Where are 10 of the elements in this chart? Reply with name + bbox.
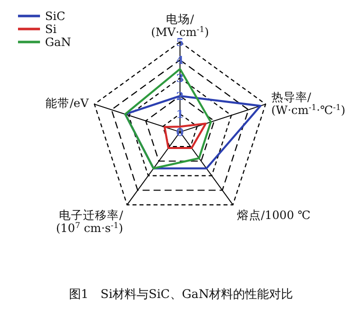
category: 热导率/(W·cm$^{-1}$·℃$^{-1}$) xyxy=(271,90,346,118)
category: 电子迁移率/(10$^{7}$ cm·s$^{-1}$) xyxy=(56,208,124,235)
category: 能带/eV xyxy=(46,96,89,110)
legend-label: GaN xyxy=(45,35,72,49)
category: 熔点/1000 ℃ xyxy=(236,208,311,222)
caption: 图1 Si材料与SiC、GaN材料的性能对比 xyxy=(68,287,294,301)
y-tick-label: 2 xyxy=(176,90,184,103)
category: 电场/(MV·cm$^{-1}$) xyxy=(151,12,209,39)
legend-label: SiC xyxy=(45,9,66,23)
legend-label: Si xyxy=(45,22,57,36)
